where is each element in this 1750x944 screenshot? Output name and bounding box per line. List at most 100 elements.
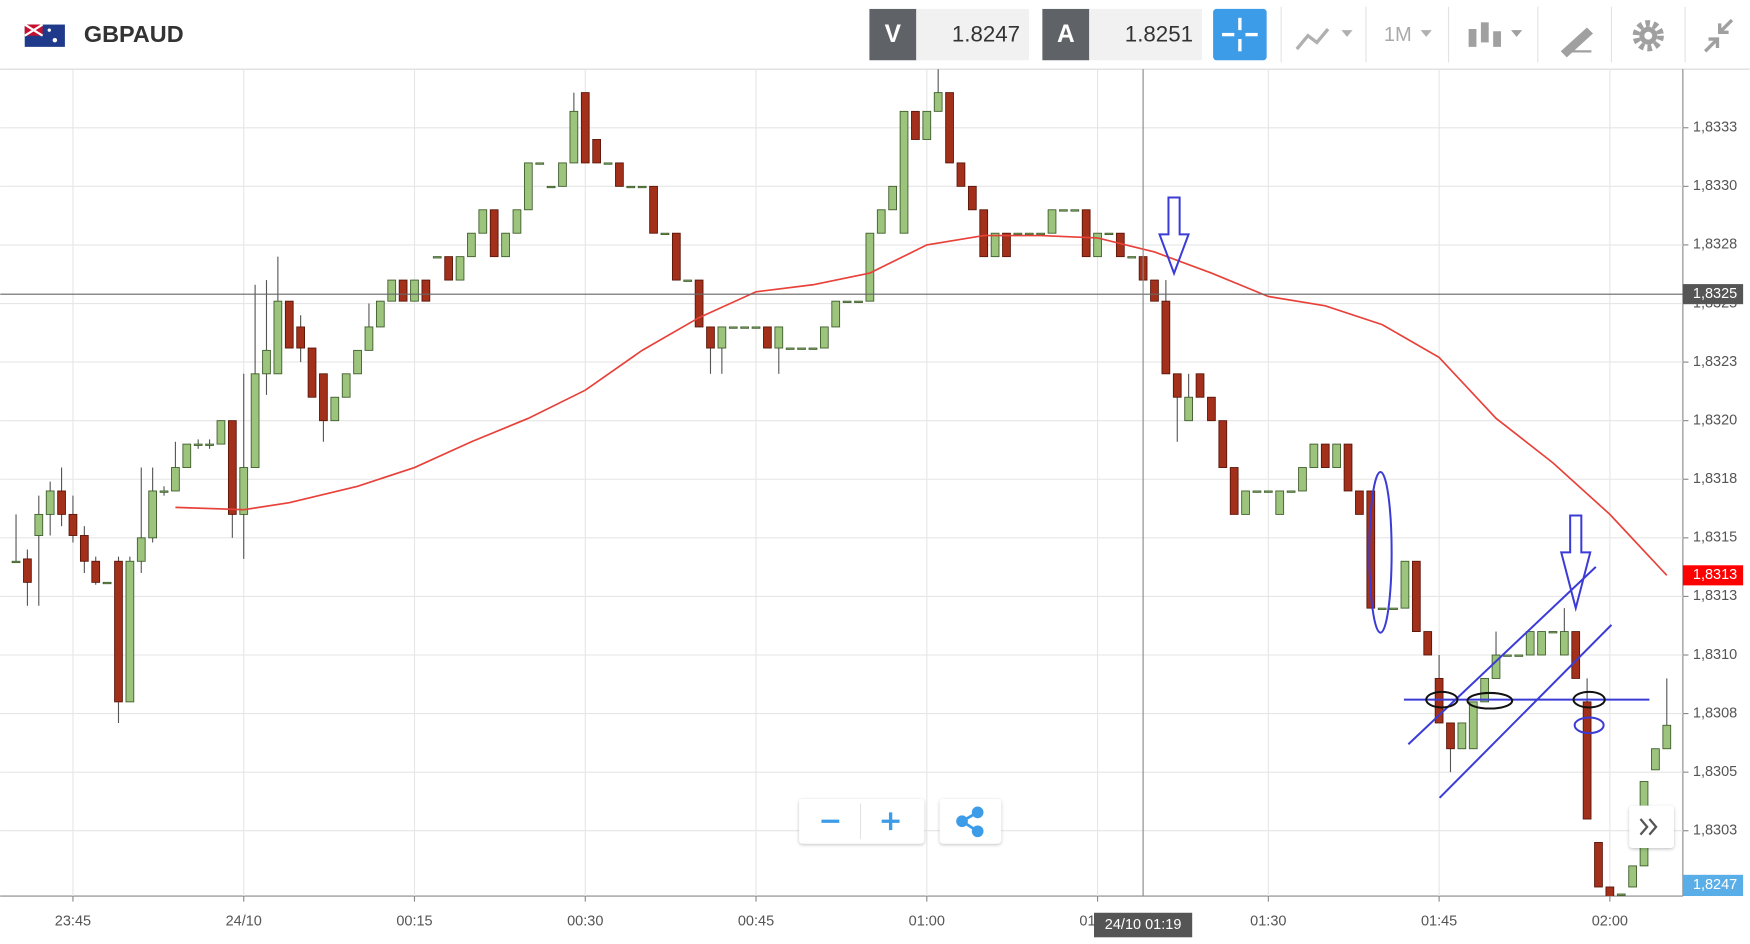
candle-body bbox=[945, 92, 954, 164]
candle-body bbox=[706, 326, 715, 349]
candle-body bbox=[1389, 607, 1398, 610]
candle-body bbox=[1275, 490, 1285, 515]
candle-body bbox=[831, 300, 841, 328]
share-button[interactable] bbox=[956, 806, 984, 838]
candle-body bbox=[1628, 865, 1637, 888]
candle-body bbox=[1332, 443, 1341, 468]
ellipse-annotation bbox=[1466, 691, 1514, 710]
candle-body bbox=[1491, 654, 1501, 679]
candle-body bbox=[1252, 490, 1262, 493]
crosshair-y-label: 1,8325 bbox=[1693, 286, 1737, 302]
candle-body bbox=[1002, 232, 1011, 258]
candle-body bbox=[216, 420, 226, 445]
bid-box[interactable] bbox=[916, 8, 1029, 61]
bid-price[interactable]: 1.8247 bbox=[952, 22, 1020, 47]
x-tick-label: 24/10 bbox=[226, 914, 262, 930]
candle-body bbox=[717, 326, 727, 349]
candle-body bbox=[1559, 631, 1569, 656]
candle-body bbox=[1537, 631, 1546, 656]
bid-price-tag bbox=[1682, 874, 1744, 897]
candle-body bbox=[57, 490, 66, 515]
settings-button[interactable] bbox=[1632, 20, 1664, 52]
candle-body bbox=[501, 232, 510, 258]
candle-body bbox=[410, 279, 419, 302]
axes: 1,8333 1,8330 1,8328 1,8325 1,8323 1,8320 1,83… bbox=[55, 120, 1744, 938]
candle-body bbox=[569, 110, 579, 164]
ask-box[interactable] bbox=[1089, 8, 1202, 61]
ma-price-tag bbox=[1682, 565, 1744, 586]
candle-body bbox=[1343, 443, 1353, 492]
candle-body bbox=[1309, 443, 1319, 468]
chart-type-button[interactable] bbox=[1295, 27, 1353, 51]
y-tick-label: 1,8303 bbox=[1693, 823, 1737, 839]
arrow-annotation bbox=[1158, 196, 1190, 277]
candle-body bbox=[375, 300, 385, 328]
bid-letter-box[interactable] bbox=[869, 8, 917, 61]
candle-body bbox=[888, 185, 897, 211]
candle-body bbox=[398, 279, 408, 302]
candle-body bbox=[125, 560, 135, 703]
scroll-button-box[interactable] bbox=[1629, 805, 1674, 849]
zoom-in-button[interactable] bbox=[881, 812, 900, 831]
collapse-button[interactable] bbox=[1704, 18, 1734, 53]
candle-body bbox=[353, 349, 362, 375]
candle-body bbox=[603, 162, 613, 165]
candle-body bbox=[842, 300, 852, 303]
indicator-button[interactable] bbox=[1468, 22, 1523, 47]
candle-body bbox=[23, 558, 32, 583]
candle-body bbox=[307, 347, 317, 398]
x-tick-label: 00:30 bbox=[567, 914, 603, 930]
x-tick-label: 23:45 bbox=[55, 914, 91, 930]
candle-body bbox=[284, 300, 294, 349]
share-box[interactable] bbox=[939, 798, 1002, 844]
bid-letter[interactable]: V bbox=[885, 21, 902, 48]
scroll-right-button[interactable] bbox=[1639, 818, 1658, 836]
candle-body bbox=[876, 209, 886, 234]
candle-body bbox=[273, 300, 283, 375]
y-tick-label: 1,8310 bbox=[1693, 647, 1737, 663]
candle-body bbox=[1036, 232, 1045, 235]
candle-body bbox=[330, 396, 340, 422]
bid-price-label: 1,8247 bbox=[1693, 877, 1737, 893]
ask-letter-box[interactable] bbox=[1042, 8, 1090, 61]
candle-body bbox=[979, 209, 989, 258]
crosshair-button[interactable] bbox=[1213, 8, 1267, 61]
candle-body bbox=[671, 232, 681, 281]
candle-body bbox=[364, 326, 374, 351]
candle-body bbox=[68, 513, 78, 536]
candle-body bbox=[34, 513, 44, 536]
ask-price[interactable]: 1.8251 bbox=[1125, 22, 1193, 47]
candle-body bbox=[660, 232, 670, 235]
candle-body bbox=[967, 185, 977, 211]
candle-body bbox=[79, 535, 89, 562]
candle-body bbox=[444, 256, 453, 281]
candle-body bbox=[1548, 631, 1558, 634]
candle-body bbox=[250, 373, 260, 468]
timeframe[interactable]: 1M bbox=[1384, 24, 1412, 46]
candle-body bbox=[193, 443, 203, 446]
candle-body bbox=[1229, 467, 1239, 515]
annotations bbox=[1158, 196, 1650, 799]
crosshair-x-tag bbox=[1094, 912, 1193, 938]
candle-body bbox=[262, 349, 271, 375]
candle-body bbox=[1662, 724, 1672, 750]
ask-letter[interactable]: A bbox=[1057, 21, 1075, 48]
candle-body bbox=[1377, 607, 1387, 610]
y-tick-label: 1,8330 bbox=[1693, 178, 1737, 194]
x-tick-label: 01:45 bbox=[1421, 914, 1457, 930]
candle-body bbox=[1571, 631, 1581, 679]
timeframe-caret[interactable] bbox=[1420, 30, 1432, 37]
candle-body bbox=[1093, 232, 1102, 258]
candle-body bbox=[649, 185, 658, 234]
candle-body bbox=[1651, 748, 1660, 771]
candle-body bbox=[432, 256, 442, 259]
candle-body bbox=[740, 326, 749, 329]
candle-body bbox=[637, 185, 647, 189]
candle-body bbox=[1241, 490, 1250, 515]
ellipse-annotation bbox=[1425, 690, 1459, 709]
candle-body bbox=[1195, 373, 1205, 398]
candle-body bbox=[1207, 396, 1216, 422]
draw-button[interactable] bbox=[1560, 27, 1593, 58]
candle-body bbox=[1503, 654, 1512, 657]
